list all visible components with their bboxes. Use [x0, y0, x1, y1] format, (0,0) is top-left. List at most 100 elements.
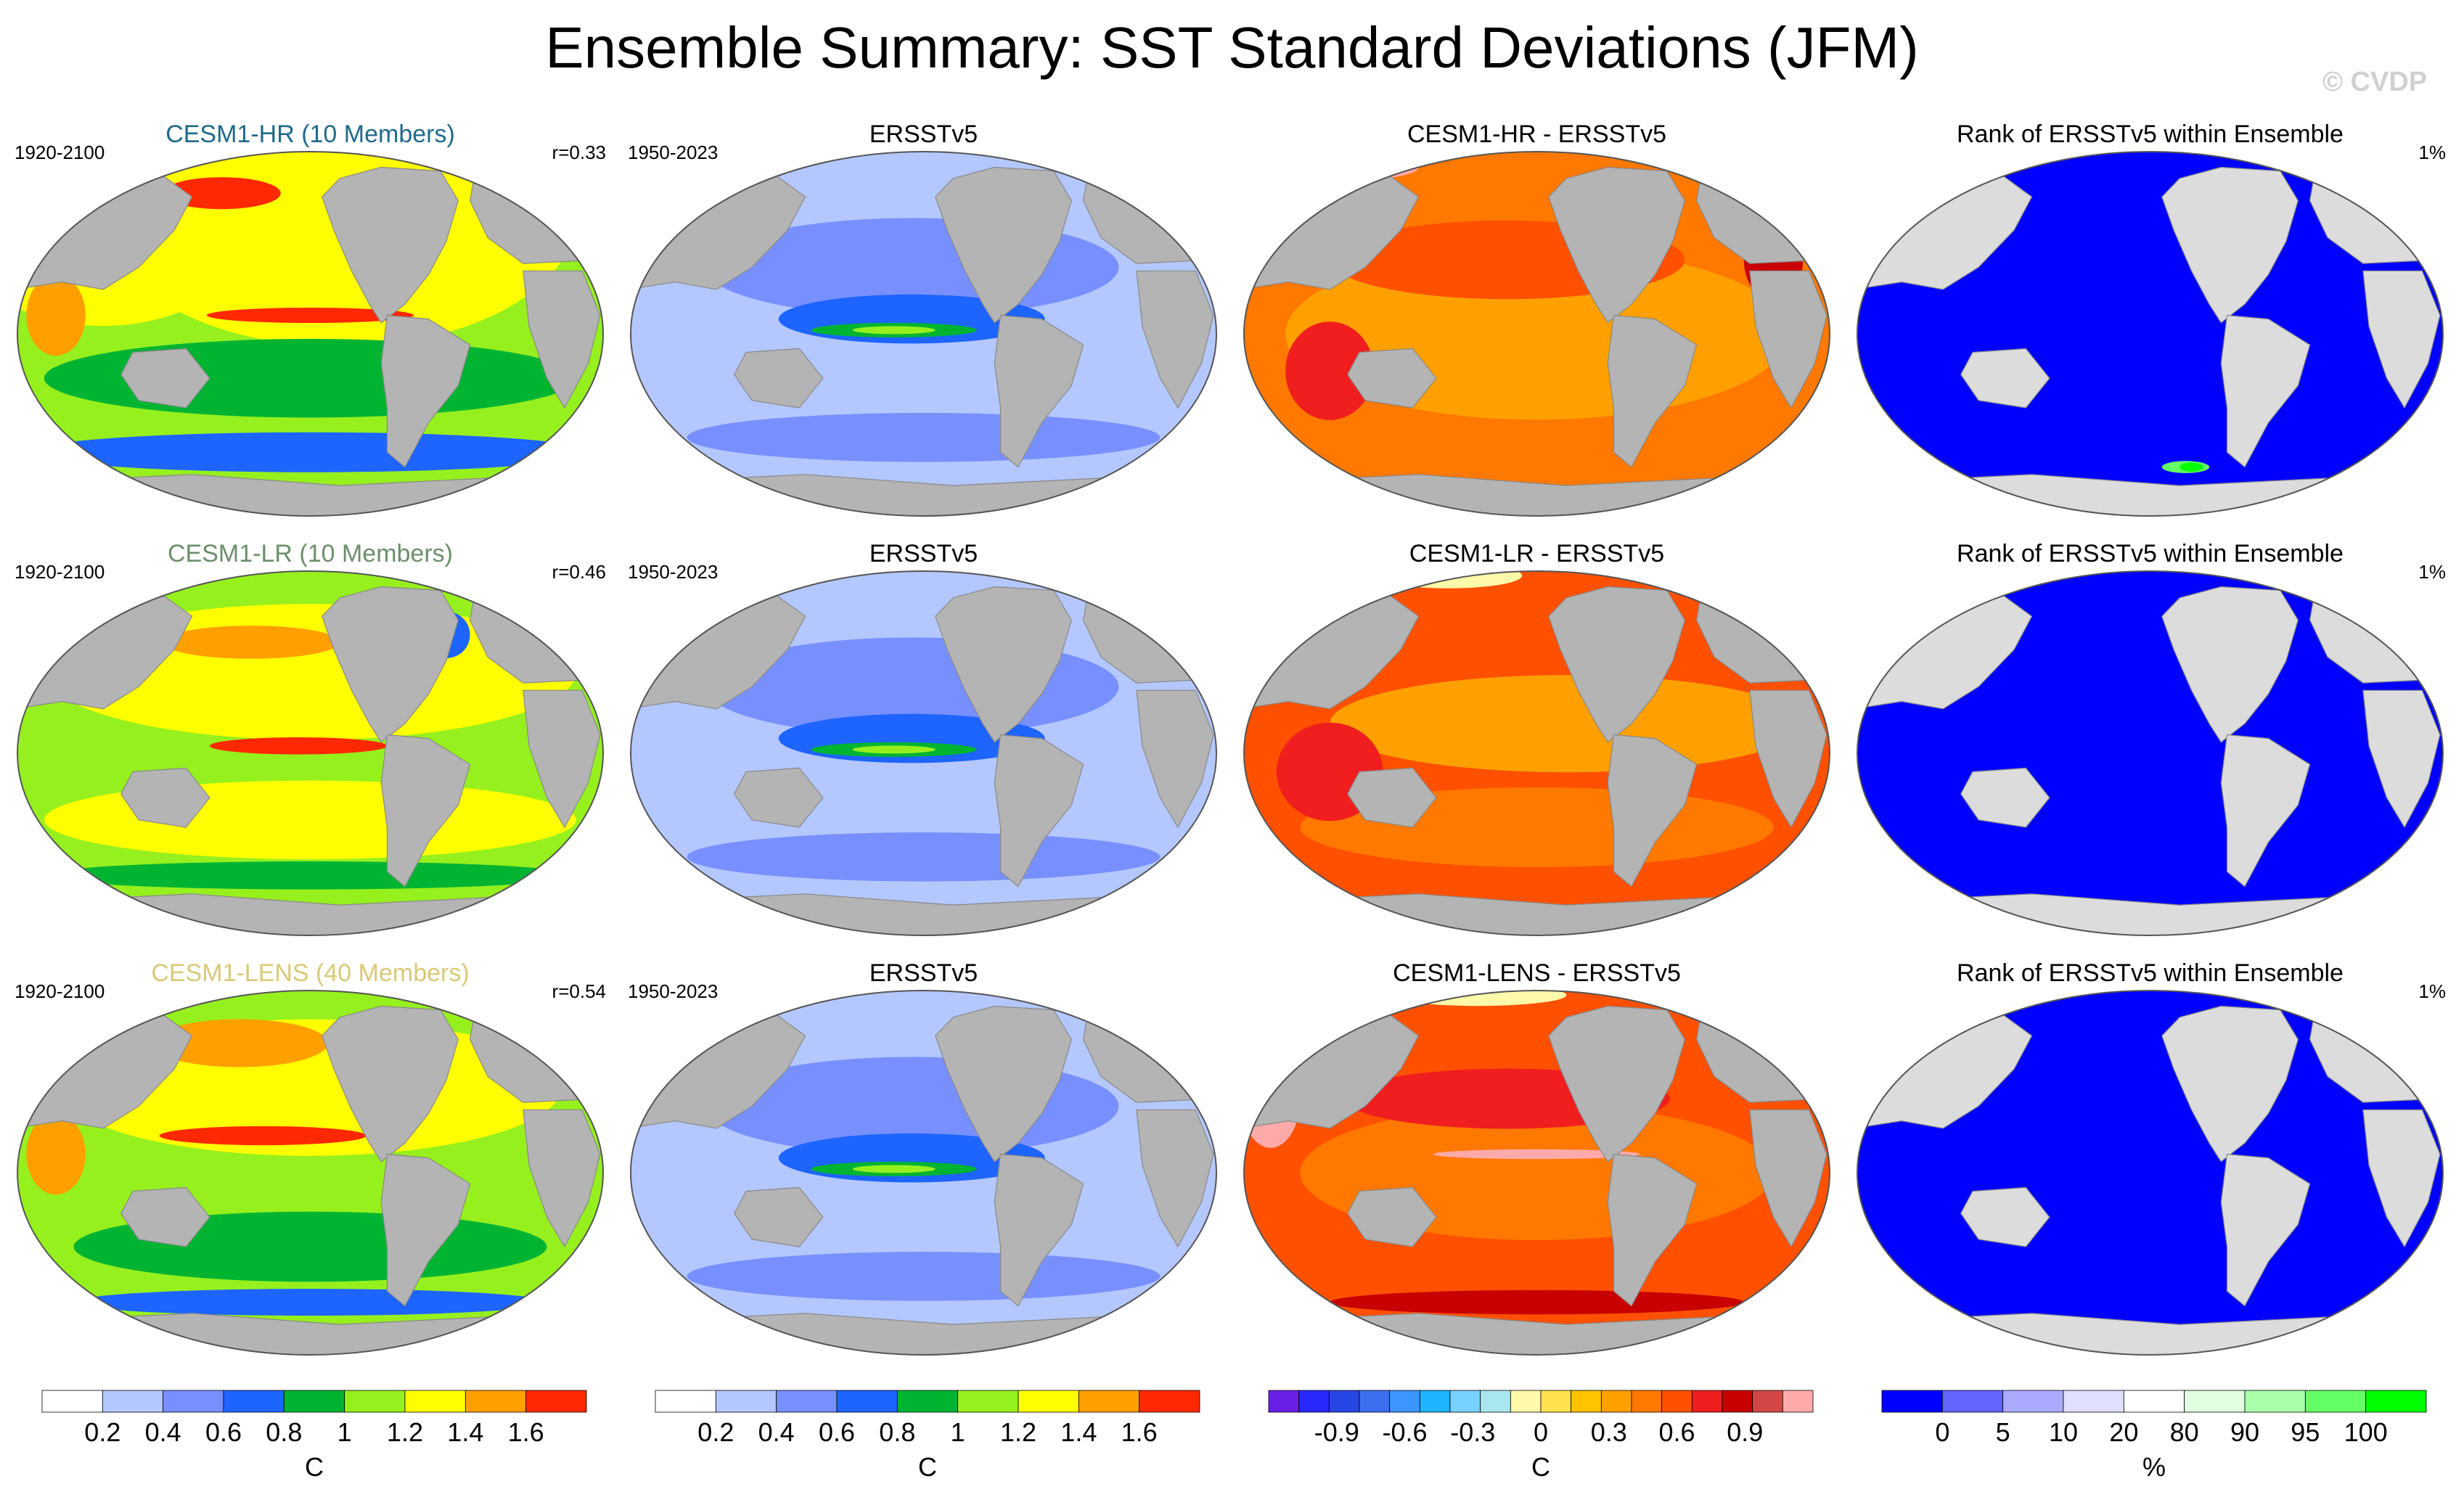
colorbar-swatch — [1631, 1390, 1663, 1413]
panel-correlation: r=0.46 — [552, 561, 606, 583]
colorbar-4: 0 5 10 20 80 90 95 100% — [1881, 1390, 2427, 1482]
colorbar-tick-label: -0.3 — [1450, 1417, 1495, 1447]
panel-title-obs: ERSSTv5 — [869, 959, 978, 987]
colorbar-tick-label: 1.4 — [1060, 1417, 1097, 1447]
land-south-america — [1607, 314, 1698, 468]
colorbar-swatch — [283, 1390, 345, 1413]
land-africa — [1136, 1109, 1214, 1248]
land-south-america — [1607, 734, 1698, 888]
colorbar-swatch — [1600, 1390, 1632, 1413]
land-africa — [1749, 1109, 1827, 1248]
copyright-mark: © CVDP — [2322, 67, 2428, 97]
map-border — [1243, 570, 1830, 936]
colorbar-tick-label: 0.4 — [758, 1417, 795, 1447]
colorbar-swatch — [1752, 1390, 1783, 1413]
colorbar-swatch — [163, 1390, 224, 1413]
land-africa — [1749, 689, 1827, 829]
colorbar-tick-label: 0.3 — [1591, 1417, 1627, 1447]
panel-rank-percent: 1% — [2418, 561, 2446, 583]
panel-title-model: CESM1-LR (10 Members) — [168, 540, 453, 567]
field-contour — [159, 1126, 367, 1146]
colorbar-swatch — [1782, 1390, 1814, 1413]
colorbar-tick-label: 1 — [337, 1417, 352, 1447]
colorbar-swatch — [655, 1390, 716, 1413]
map-rank-row-1 — [1857, 151, 2444, 517]
panel-title-obs: ERSSTv5 — [869, 540, 978, 567]
panel-period: 1920-2100 — [15, 980, 105, 1002]
land-south-america — [2220, 734, 2311, 888]
colorbar-swatch — [344, 1390, 406, 1413]
colorbar-swatch — [102, 1390, 164, 1413]
colorbar-swatch — [223, 1390, 285, 1413]
colorbar-swatch — [1510, 1390, 1542, 1413]
colorbar-swatch — [1298, 1390, 1330, 1413]
land-south-america — [994, 1153, 1084, 1307]
colorbar-tick-label: 1 — [951, 1417, 965, 1447]
land-australia — [120, 348, 210, 409]
colorbar-swatch — [404, 1390, 466, 1413]
map-border — [1243, 990, 1830, 1356]
colorbar-swatch — [1661, 1390, 1693, 1413]
panel-correlation: r=0.54 — [552, 980, 606, 1002]
panel-period: 1950-2023 — [628, 980, 719, 1002]
colorbar-swatch — [1691, 1390, 1723, 1413]
panel-title-rank: Rank of ERSSTv5 within Ensemble — [1957, 540, 2344, 567]
land-africa — [2362, 1109, 2441, 1248]
colorbar-tick-label: 1.4 — [447, 1417, 483, 1447]
land-africa — [523, 270, 601, 409]
panel-correlation: r=0.33 — [552, 142, 606, 163]
panel-period: 1920-2100 — [15, 142, 105, 163]
colorbar-tick-label: 80 — [2170, 1417, 2199, 1447]
map-model-row-1 — [17, 151, 604, 517]
land-africa — [2362, 689, 2441, 829]
panel-rank-percent: 1% — [2418, 980, 2446, 1002]
colorbar-tick-label: 0.9 — [1727, 1417, 1763, 1447]
map-border — [1243, 151, 1830, 517]
land-south-america — [1607, 1153, 1698, 1307]
field-contour — [687, 832, 1161, 882]
field-contour — [162, 626, 340, 659]
colorbar-swatch — [1268, 1390, 1300, 1413]
field-contour — [1300, 155, 1419, 180]
colorbar-swatch — [896, 1390, 959, 1413]
colorbar-swatch — [1540, 1390, 1572, 1413]
panel-title-diff: CESM1-HR - ERSSTv5 — [1407, 120, 1667, 148]
land-south-america — [994, 734, 1084, 888]
colorbar-swatch — [464, 1390, 527, 1413]
panel-rank-percent: 1% — [2418, 142, 2446, 163]
land-africa — [2362, 270, 2441, 409]
field-contour — [852, 1165, 936, 1173]
colorbar-3: -0.9 -0.6 -0.3 0 0.3 0.6 0.9 C — [1268, 1390, 1814, 1482]
field-contour — [1330, 1290, 1744, 1315]
land-australia — [1346, 348, 1437, 409]
colorbar-swatch — [1571, 1390, 1602, 1413]
colorbar-tick-label: 0.6 — [819, 1417, 855, 1447]
colorbar-swatch — [2002, 1390, 2064, 1413]
colorbar-swatch — [715, 1390, 777, 1413]
land-south-america — [994, 314, 1084, 468]
map-model-row-3 — [17, 990, 604, 1356]
colorbar-2: 0.2 0.4 0.6 0.8 1 1.2 1.4 1.6 C — [655, 1390, 1200, 1482]
field-contour — [1388, 991, 1567, 1007]
field-contour — [687, 1252, 1161, 1301]
colorbar-tick-label: 0.8 — [879, 1417, 915, 1447]
map-diff-row-2 — [1243, 570, 1830, 936]
colorbar-swatch — [2184, 1390, 2246, 1413]
colorbar-tick-label: 95 — [2291, 1417, 2320, 1447]
panel-title-rank: Rank of ERSSTv5 within Ensemble — [1957, 959, 2344, 987]
colorbar-swatch — [1328, 1390, 1360, 1413]
colorbar-tick-label: 5 — [1996, 1417, 2010, 1447]
page-title: Ensemble Summary: SST Standard Deviation… — [545, 15, 1919, 80]
map-border — [17, 570, 604, 936]
field-contour — [1433, 1149, 1641, 1160]
land-australia — [733, 348, 824, 409]
field-contour — [206, 307, 414, 324]
colorbar-swatch — [1419, 1390, 1451, 1413]
colorbar-swatch — [1139, 1390, 1200, 1413]
colorbar-tick-label: 100 — [2344, 1417, 2388, 1447]
map-obs-row-3 — [630, 990, 1217, 1356]
colorbar-tick-label: 0.6 — [205, 1417, 242, 1447]
field-contour — [209, 737, 388, 755]
field-contour — [150, 1019, 328, 1067]
colorbar-tick-label: 0.6 — [1658, 1417, 1695, 1447]
